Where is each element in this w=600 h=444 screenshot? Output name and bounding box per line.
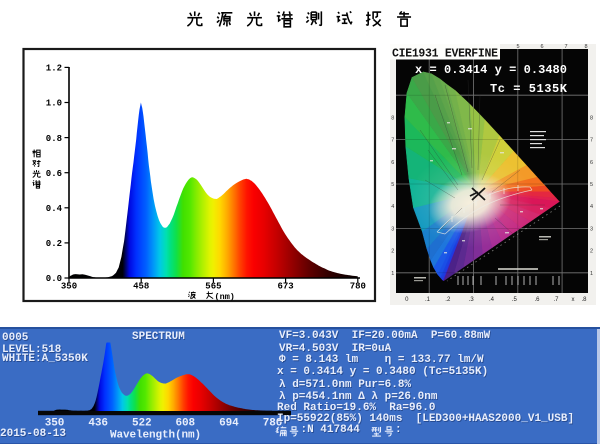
svg-text:350: 350 xyxy=(61,282,77,292)
svg-text:0: 0 xyxy=(405,297,409,303)
svg-text:3: 3 xyxy=(391,226,394,232)
svg-text:436: 436 xyxy=(88,418,108,430)
svg-text:CIE1931 EVERFINE: CIE1931 EVERFINE xyxy=(392,48,498,61)
svg-text:6: 6 xyxy=(540,44,543,50)
svg-text:1.0: 1.0 xyxy=(46,99,62,109)
svg-text:(nm): (nm) xyxy=(215,292,235,302)
svg-text:5: 5 xyxy=(516,44,519,50)
svg-text:Wavelength(nm): Wavelength(nm) xyxy=(110,430,201,442)
svg-text:0.0: 0.0 xyxy=(46,274,62,284)
svg-text:350: 350 xyxy=(45,418,65,430)
svg-text:7: 7 xyxy=(564,44,567,50)
svg-text:.7: .7 xyxy=(553,297,559,303)
svg-text:.2: .2 xyxy=(445,297,451,303)
svg-text:0.8: 0.8 xyxy=(46,134,62,144)
svg-text:3: 3 xyxy=(590,226,593,232)
svg-text:0.6: 0.6 xyxy=(46,169,62,179)
svg-text:4: 4 xyxy=(391,204,394,210)
svg-text:694: 694 xyxy=(219,418,239,430)
svg-text:2: 2 xyxy=(391,249,394,255)
svg-text:4: 4 xyxy=(590,204,593,210)
svg-text:7: 7 xyxy=(391,138,394,144)
svg-text:x = 0.3414 y = 0.3480: x = 0.3414 y = 0.3480 xyxy=(415,63,567,77)
svg-text:1: 1 xyxy=(590,271,593,277)
svg-text:.3: .3 xyxy=(469,297,475,303)
svg-text:.6: .6 xyxy=(534,297,540,303)
svg-text:8: 8 xyxy=(584,44,587,50)
svg-text:.4: .4 xyxy=(489,297,495,303)
svg-text:5: 5 xyxy=(391,182,394,188)
svg-text:.5: .5 xyxy=(512,297,518,303)
svg-text:2: 2 xyxy=(590,249,593,255)
svg-text:8: 8 xyxy=(590,115,593,121)
svg-text:5: 5 xyxy=(590,182,593,188)
svg-text:6: 6 xyxy=(590,160,593,166)
svg-text:780: 780 xyxy=(350,282,366,292)
svg-text:608: 608 xyxy=(176,418,196,430)
svg-text:1: 1 xyxy=(391,271,394,277)
svg-text:1.2: 1.2 xyxy=(46,64,62,74)
svg-text:8: 8 xyxy=(391,115,394,121)
svg-text:.8: .8 xyxy=(581,297,587,303)
svg-text:7: 7 xyxy=(590,138,593,144)
svg-text:x: x xyxy=(572,297,575,303)
svg-text:.1: .1 xyxy=(425,297,431,303)
svg-text:0.4: 0.4 xyxy=(46,204,63,214)
svg-text:458: 458 xyxy=(133,282,149,292)
svg-text:0.2: 0.2 xyxy=(46,239,62,249)
svg-text:Tc = 5135K: Tc = 5135K xyxy=(490,82,568,96)
svg-text:522: 522 xyxy=(132,418,152,430)
svg-text:6: 6 xyxy=(391,160,394,166)
svg-text:565: 565 xyxy=(205,282,221,292)
svg-text:780: 780 xyxy=(263,418,283,430)
svg-text:673: 673 xyxy=(277,282,293,292)
